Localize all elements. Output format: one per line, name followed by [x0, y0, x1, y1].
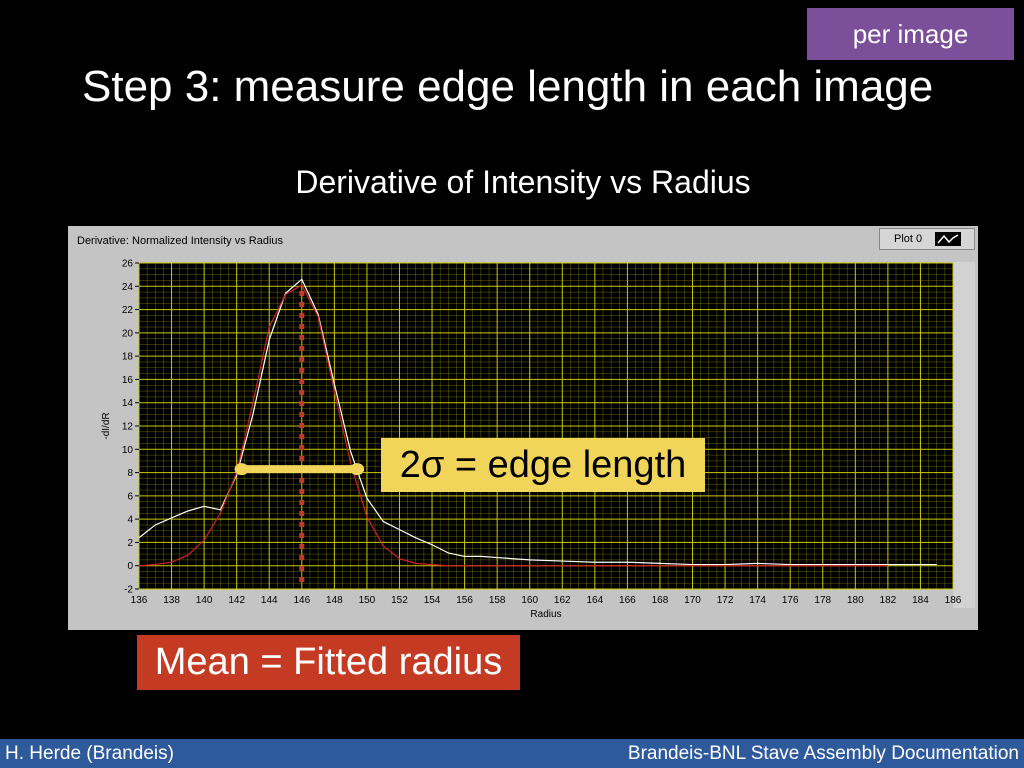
y-tick-label: 16 — [122, 375, 134, 386]
x-tick-label: 180 — [847, 595, 864, 606]
footer-project: Brandeis-BNL Stave Assembly Documentatio… — [627, 743, 1019, 764]
x-tick-label: 176 — [782, 595, 799, 606]
y-tick-label: 10 — [122, 445, 134, 456]
x-tick-label: 138 — [163, 595, 180, 606]
x-tick-label: 156 — [456, 595, 473, 606]
y-tick-label: 24 — [122, 282, 134, 293]
footer-author: H. Herde (Brandeis) — [5, 743, 174, 764]
y-tick-label: 6 — [127, 491, 133, 502]
x-tick-label: 140 — [196, 595, 213, 606]
x-axis-label: Radius — [530, 609, 561, 620]
edge-interval-end — [350, 463, 365, 476]
y-tick-label: 8 — [127, 468, 133, 479]
x-tick-label: 170 — [684, 595, 701, 606]
panel-title: Derivative: Normalized Intensity vs Radi… — [77, 235, 284, 247]
x-tick-label: 146 — [293, 595, 310, 606]
legend-label: Plot 0 — [894, 233, 923, 245]
x-tick-label: 182 — [880, 595, 897, 606]
footer-bar: H. Herde (Brandeis) Brandeis-BNL Stave A… — [0, 739, 1024, 768]
x-tick-label: 144 — [261, 595, 278, 606]
chart: 136 138 140 142 144 146 148 150 152 154 156 158 160 1… — [101, 259, 962, 621]
x-tick-label: 158 — [489, 595, 506, 606]
y-axis-label: -dI/dR — [101, 412, 112, 439]
y-tick-label: 2 — [127, 538, 133, 549]
x-tick-label: 186 — [945, 595, 962, 606]
x-tick-label: 168 — [652, 595, 669, 606]
x-tick-label: 142 — [228, 595, 245, 606]
chart-subtitle: Derivative of Intensity vs Radius — [295, 164, 751, 200]
x-tick-label: 166 — [619, 595, 636, 606]
mean-radius-callout: Mean = Fitted radius — [137, 635, 520, 690]
legend-swatch-icon — [935, 232, 961, 246]
x-tick-label: 136 — [131, 595, 148, 606]
x-tick-label: 154 — [424, 595, 441, 606]
y-tick-label: 22 — [122, 305, 134, 316]
x-tick-label: 174 — [749, 595, 766, 606]
graph-panel: Derivative: Normalized Intensity vs Radi… — [68, 226, 978, 630]
y-tick-label: 12 — [122, 422, 134, 433]
fit-series-line — [138, 284, 888, 567]
y-tick-label: 20 — [122, 328, 134, 339]
y-tick-label: 26 — [122, 259, 134, 270]
x-tick-label: 162 — [554, 595, 571, 606]
x-tick-label: 178 — [814, 595, 831, 606]
graph-scrollbar[interactable] — [953, 262, 975, 608]
x-tick-label: 172 — [717, 595, 734, 606]
edge-interval-start — [234, 463, 249, 476]
plot-legend[interactable]: Plot 0 — [879, 228, 975, 250]
y-tick-label: 18 — [122, 352, 134, 363]
slide-title: Step 3: measure edge length in each imag… — [82, 62, 934, 111]
y-tick-label: 14 — [122, 398, 134, 409]
edge-length-callout: 2σ = edge length — [381, 438, 705, 492]
data-series-line — [138, 278, 937, 566]
y-tick-label: -2 — [124, 585, 133, 596]
per-image-badge: per image — [807, 8, 1014, 60]
x-tick-label: 184 — [912, 595, 929, 606]
x-tick-label: 164 — [586, 595, 603, 606]
y-tick-label: 4 — [127, 515, 133, 526]
x-tick-label: 160 — [521, 595, 538, 606]
x-tick-label: 148 — [326, 595, 343, 606]
x-tick-label: 150 — [359, 595, 376, 606]
x-tick-label: 152 — [391, 595, 408, 606]
y-tick-label: 0 — [127, 561, 133, 572]
